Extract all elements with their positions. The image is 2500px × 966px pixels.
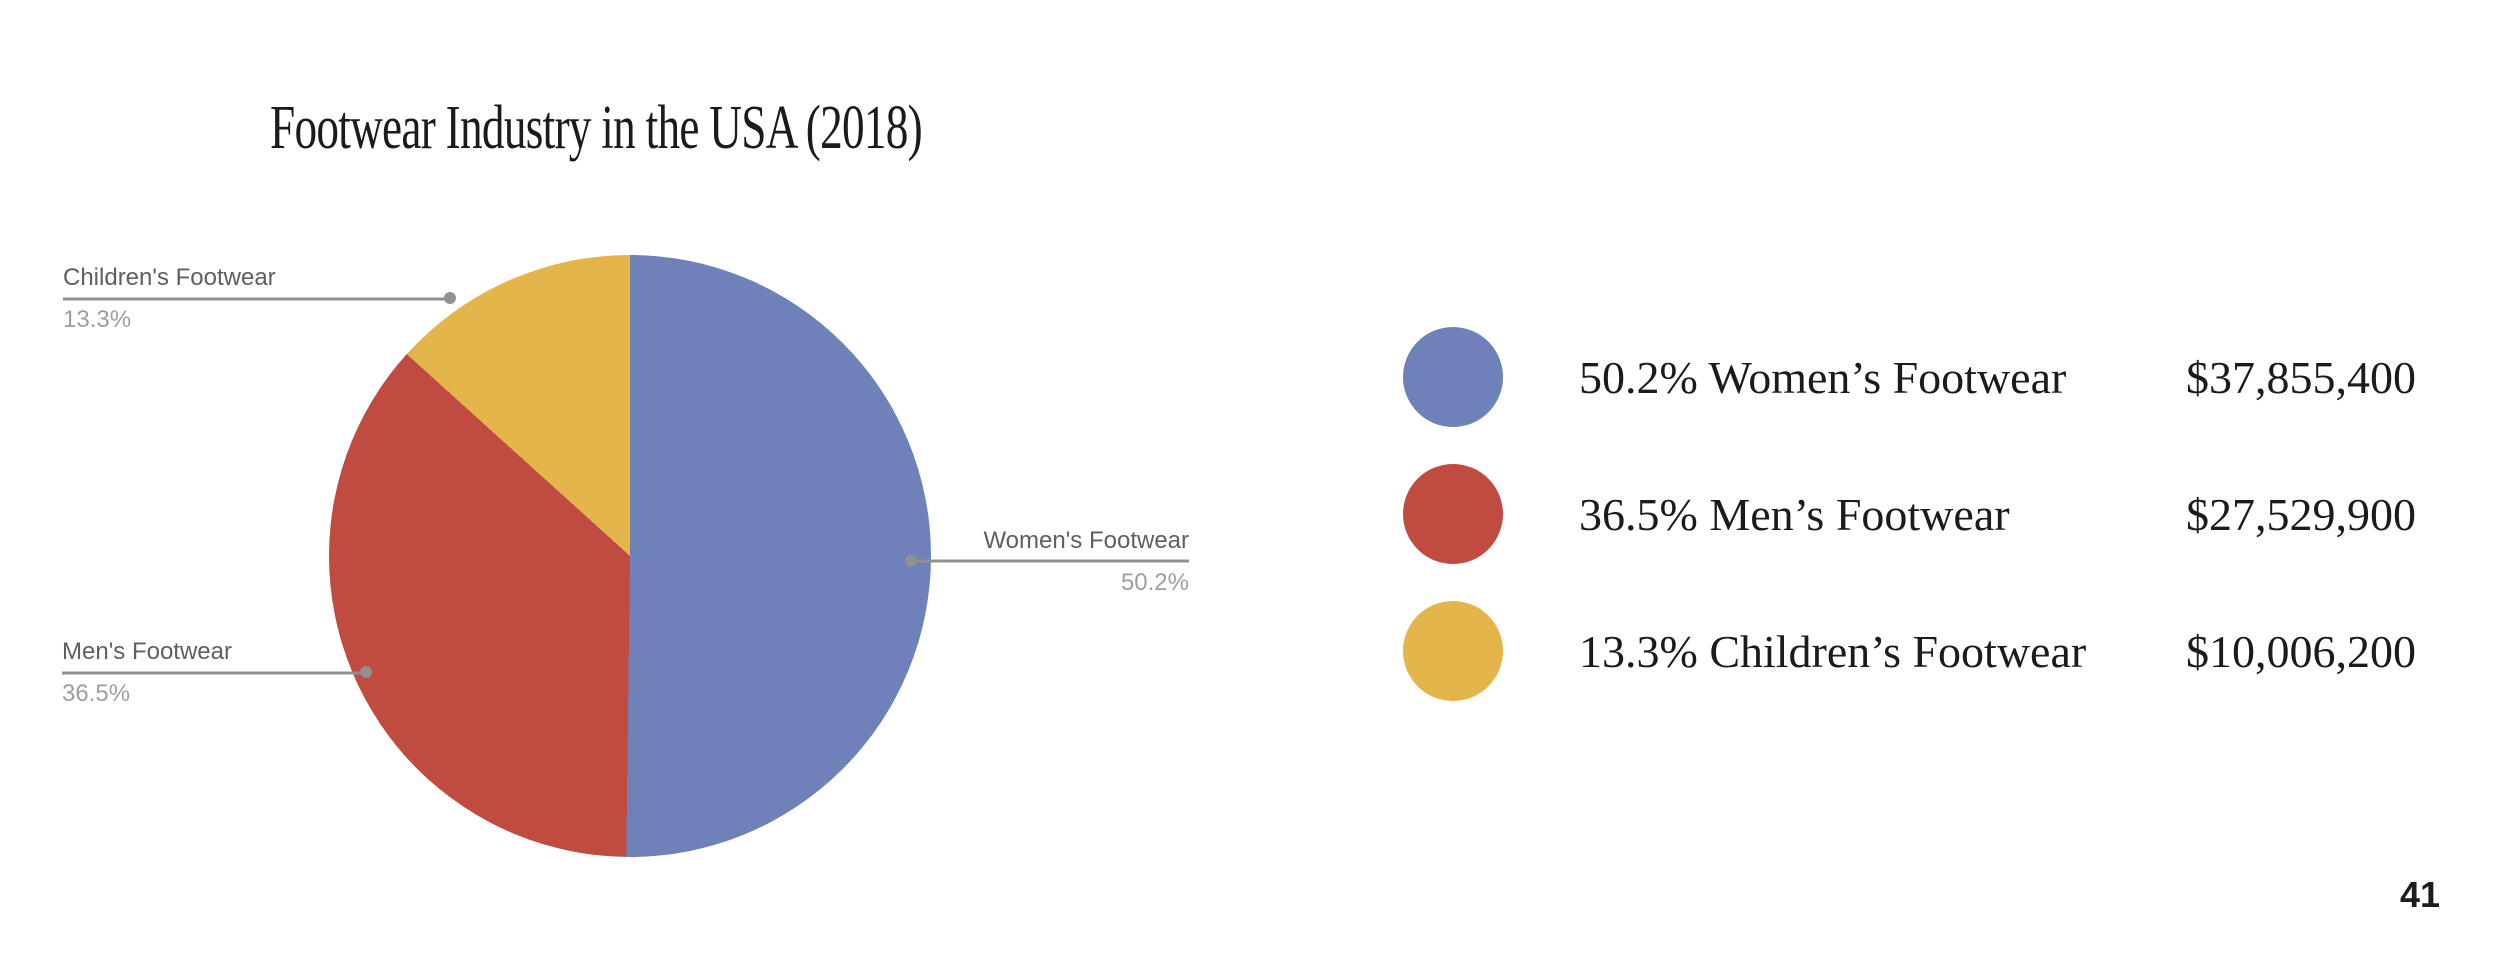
legend-value-men: $27,529,900 — [2186, 488, 2416, 540]
legend-swatch-women — [1403, 327, 1503, 427]
legend-swatch-men — [1403, 464, 1503, 564]
callout-pct-women: 50.2% — [1120, 569, 1189, 596]
callout-label-women: Women's Footwear — [983, 527, 1189, 554]
page-number: 41 — [2399, 874, 2440, 915]
men-leader-line — [62, 666, 372, 678]
callout-pct-men: 36.5% — [62, 680, 131, 707]
legend: 50.2% Women’s Footwear $37,855,400 36.5%… — [1403, 327, 2416, 738]
chart-title: Footwear Industry in the USA (2018) — [270, 94, 923, 162]
legend-row-children: 13.3% Children’s Footwear $10,006,200 — [1403, 601, 2416, 701]
callout-label-children: Children's Footwear — [63, 264, 276, 291]
callout-label-men: Men's Footwear — [62, 638, 232, 665]
legend-label-children: 13.3% Children’s Footwear — [1579, 625, 2087, 677]
legend-swatch-children — [1403, 601, 1503, 701]
legend-row-women: 50.2% Women’s Footwear $37,855,400 — [1403, 327, 2416, 427]
children-leader-line — [63, 292, 456, 304]
legend-value-women: $37,855,400 — [2186, 351, 2416, 403]
legend-label-men: 36.5% Men’s Footwear — [1579, 488, 2010, 540]
legend-row-men: 36.5% Men’s Footwear $27,529,900 — [1403, 464, 2416, 564]
callout-pct-children: 13.3% — [63, 306, 132, 333]
legend-value-children: $10,006,200 — [2186, 625, 2416, 677]
pie-chart — [329, 255, 931, 857]
women-leader-line — [905, 555, 1189, 567]
legend-label-women: 50.2% Women’s Footwear — [1579, 351, 2067, 403]
